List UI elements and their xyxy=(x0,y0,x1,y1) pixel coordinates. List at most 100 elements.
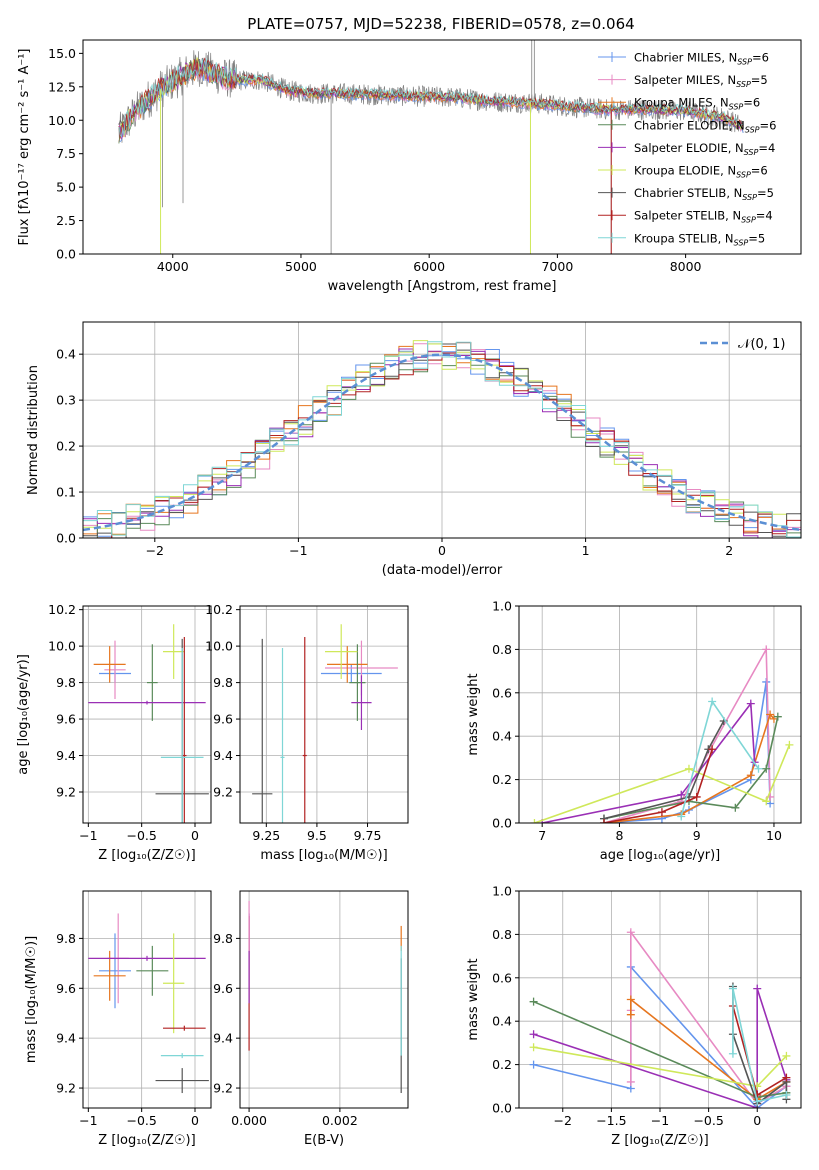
legend-label-text: Chabrier MILES, N xyxy=(634,51,737,65)
spectrum-axes: 4000 5000 6000 7000 8000 0.0 2.5 5.0 7.5 10.0 12.5… xyxy=(17,39,802,294)
residual-hist-kroupa_stelib xyxy=(83,341,801,538)
legend-label-sub: SSP xyxy=(742,193,757,202)
weight_vs_Z-point-salpeter_elodie xyxy=(753,984,762,993)
age_vs_mass-ytick-label: 9.4 xyxy=(213,748,233,763)
mass_vs_ebv-xtick-label: 0.002 xyxy=(322,1113,358,1128)
weight_vs_age-point-kroupa_stelib xyxy=(708,697,717,706)
spectrum-frame xyxy=(82,39,802,255)
weight_vs_age-point-kroupa_stelib xyxy=(754,764,763,773)
weight_vs_Z-xtick-label: −2 xyxy=(554,1113,572,1128)
legend-label-tail: =6 xyxy=(760,118,777,132)
weight_vs_Z-series-salpeter_elodie xyxy=(533,988,788,1108)
weight_vs_age-point-salpeter_elodie xyxy=(677,790,686,799)
weight_vs_Z-xlabel: Z [log₁₀(Z/Z☉)] xyxy=(611,1133,708,1148)
legend-label-text: Kroupa MILES, N xyxy=(634,96,729,110)
mass_vs_ebv-ytick-label: 9.2 xyxy=(213,1081,233,1096)
legend-label-tail: =4 xyxy=(756,209,773,223)
legend-label-sub: SSP xyxy=(736,80,751,89)
weight_vs_Z-series-kroupa_stelib xyxy=(732,988,787,1103)
mass_vs_Z-xlabel: Z [log₁₀(Z/Z☉)] xyxy=(98,1133,195,1148)
spectrum-ylabel: Flux [fλ10⁻¹⁷ erg cm⁻² s⁻¹ A⁻¹] xyxy=(17,49,32,246)
spectrum-model-kroupa_stelib xyxy=(118,57,744,139)
legend-label-tail: =6 xyxy=(751,164,768,178)
figure-title: PLATE=0757, MJD=52238, FIBERID=0578, z=0… xyxy=(247,15,634,33)
weight_vs_age-point-salpeter_stelib xyxy=(657,808,666,817)
weight_vs_age-xtick-label: 9 xyxy=(693,828,701,843)
legend-label-tail: =4 xyxy=(758,141,775,155)
mass_vs_Z-ylabel: mass [log₁₀(M/M☉)] xyxy=(24,936,39,1063)
weight_vs_Z-xtick-label: −1.5 xyxy=(596,1113,626,1128)
weight_vs_age-ytick-label: 0.2 xyxy=(492,772,512,787)
age_vs_mass-ytick-label: 9.2 xyxy=(213,785,233,800)
weight_vs_Z-point-kroupa_stelib xyxy=(728,984,737,993)
residuals-xtick-label: 2 xyxy=(725,543,733,558)
weight_vs_Z-point-kroupa_stelib xyxy=(782,1090,791,1099)
weight_vs_age-xlabel: age [log₁₀(age/yr)] xyxy=(600,848,721,863)
weight_vs_Z-point-kroupa_miles xyxy=(626,995,635,1004)
age_vs_mass-ytick-label: 10.2 xyxy=(205,602,233,617)
weight_vs_age-plot-area xyxy=(530,645,794,823)
residuals-axes: −2 −1 0 1 2 0.0 0.1 0.2 0.3 0.4 (data-model)/error… xyxy=(26,321,802,578)
weight_vs_Z-ytick-label: 0.2 xyxy=(492,1057,512,1072)
legend-label-chabrier_miles: Chabrier MILES, NSSP=6 xyxy=(634,51,769,67)
weight_vs_age-point-kroupa_elodie xyxy=(785,740,794,749)
mass_vs_ebv-ytick-label: 9.8 xyxy=(213,931,233,946)
residuals-ylabel: Normed distribution xyxy=(26,365,41,495)
residuals-ytick-label: 0.0 xyxy=(56,531,76,546)
legend-label-text: Kroupa ELODIE, N xyxy=(634,164,736,178)
weight_vs_Z-xtick-label: 0 xyxy=(753,1113,761,1128)
legend-label-tail: =5 xyxy=(748,231,765,245)
age_vs_Z-frame xyxy=(82,605,212,824)
spectrum-ytick-label: 7.5 xyxy=(56,146,76,161)
legend-label-text: Kroupa STELIB, N xyxy=(634,231,734,245)
spectrum-xtick-label: 7000 xyxy=(541,259,573,274)
spectrum-xtick-label: 4000 xyxy=(157,259,189,274)
age_vs_mass-plot-area xyxy=(252,624,398,823)
mass_vs_Z-ytick-label: 9.2 xyxy=(56,1081,76,1096)
legend-label-sub: SSP xyxy=(744,148,759,157)
legend-label-tail: =6 xyxy=(752,51,769,65)
weight_vs_age-ylabel: mass weight xyxy=(466,673,481,755)
weight_vs_age-point-chabrier_elodie xyxy=(773,712,782,721)
mass_vs_Z-ytick-label: 9.6 xyxy=(56,981,76,996)
legend-label-text: Salpeter ELODIE, N xyxy=(634,141,744,155)
legend-label-sub: SSP xyxy=(741,216,756,225)
weight_vs_Z-xtick-label: −1 xyxy=(651,1113,669,1128)
weight_vs_Z-point-salpeter_stelib xyxy=(782,1073,791,1082)
weight_vs_Z-point-salpeter_elodie xyxy=(529,1030,538,1039)
spectrum-plot-area xyxy=(118,40,744,254)
weight_vs_Z-axes: −2 −1.5 −1 −0.5 0 0.0 0.2 0.4 0.6 0.8 1.0 Z [log₁₀(… xyxy=(466,884,802,1148)
legend-label-text: Salpeter STELIB, N xyxy=(634,209,741,223)
spectrum-ytick-label: 12.5 xyxy=(48,79,76,94)
spectrum-xtick-label: 5000 xyxy=(285,259,317,274)
age_vs_mass-axes: 9.25 9.5 9.75 9.2 9.4 9.6 9.8 10.0 10.2 mass [log… xyxy=(205,602,409,863)
weight_vs_Z-ytick-label: 0.4 xyxy=(492,1014,512,1029)
age_vs_Z-ytick-label: 9.2 xyxy=(56,785,76,800)
residuals-xlabel: (data-model)/error xyxy=(382,563,503,578)
legend-label-tail: =5 xyxy=(751,73,768,87)
legend-label-sub: SSP xyxy=(737,58,752,67)
weight_vs_age-point-salpeter_stelib xyxy=(599,819,608,823)
legend-label-sub: SSP xyxy=(745,125,760,134)
legend-label-sub: SSP xyxy=(736,171,751,180)
legend-label-chabrier_elodie: Chabrier ELODIE, NSSP=6 xyxy=(634,118,776,134)
weight_vs_age-xtick-label: 10 xyxy=(766,828,782,843)
age_vs_Z-xlabel: Z [log₁₀(Z/Z☉)] xyxy=(98,848,195,863)
weight_vs_age-point-kroupa_elodie xyxy=(762,797,771,806)
spectrum-model-salpeter_stelib xyxy=(118,57,744,139)
spectrum-ytick-label: 2.5 xyxy=(56,213,76,228)
spectrum-ytick-label: 15.0 xyxy=(48,46,76,61)
weight_vs_age-xtick-label: 7 xyxy=(538,828,546,843)
age_vs_Z-ytick-label: 9.4 xyxy=(56,748,76,763)
age_vs_mass-frame xyxy=(239,605,409,824)
weight_vs_age-point-kroupa_miles xyxy=(766,710,775,719)
weight_vs_age-point-chabrier_elodie xyxy=(731,803,740,812)
age_vs_Z-xtick-label: 0 xyxy=(191,828,199,843)
weight_vs_Z-series-kroupa_miles xyxy=(630,997,787,1101)
weight_vs_age-series-chabrier_elodie xyxy=(603,716,779,820)
weight_vs_age-series-kroupa_elodie xyxy=(534,744,791,823)
residuals-xtick-label: 1 xyxy=(582,543,590,558)
age_vs_Z-xtick-label: −0.5 xyxy=(126,828,156,843)
weight_vs_Z-ylabel: mass weight xyxy=(466,958,481,1040)
